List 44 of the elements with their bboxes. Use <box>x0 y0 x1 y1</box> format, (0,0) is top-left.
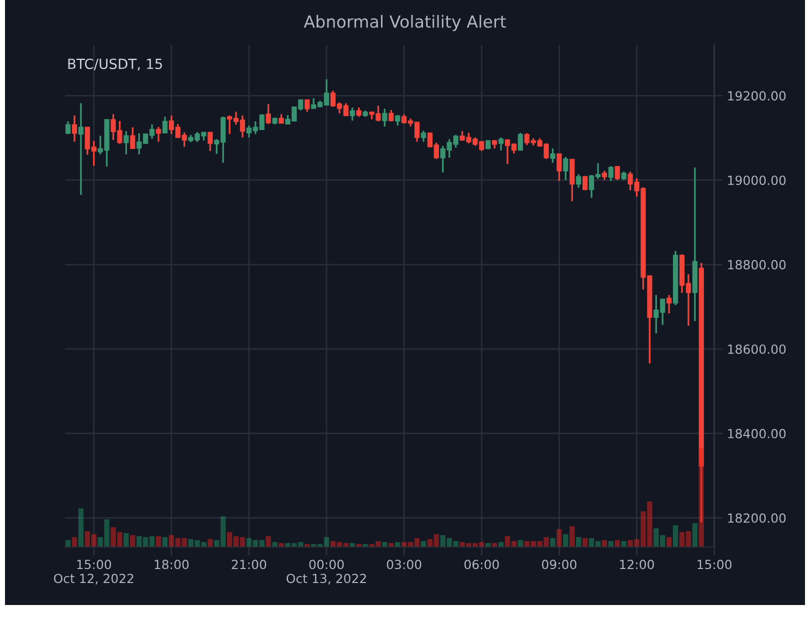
chart-title: Abnormal Volatility Alert <box>304 14 506 32</box>
y-tick-label: 18200.00 <box>728 513 786 523</box>
candlestick <box>78 102 84 196</box>
y-tick-label: 18600.00 <box>728 344 786 354</box>
x-tick-label: 12:00 <box>620 560 654 570</box>
candlestick <box>608 165 614 182</box>
candlestick <box>162 116 168 134</box>
candlestick <box>576 173 582 189</box>
y-tick-label: 19200.00 <box>728 91 786 101</box>
candlestick <box>666 294 672 314</box>
candlestick <box>350 106 355 122</box>
x-tick-label: 06:00 <box>464 560 499 570</box>
candlestick <box>614 165 620 181</box>
x-tick-label: 15:00 Oct 12, 2022 <box>54 560 134 584</box>
candlestick <box>486 139 491 150</box>
candlestick <box>356 106 362 118</box>
candlestick <box>563 156 568 181</box>
candlestick <box>266 103 271 125</box>
candlestick <box>65 120 71 135</box>
candlestick <box>395 114 400 126</box>
x-tick-label: 03:00 <box>386 560 422 570</box>
candlestick <box>518 132 523 152</box>
candlestick <box>556 153 562 182</box>
candlestick <box>420 130 426 143</box>
candlestick <box>156 126 162 143</box>
text: BTC/USDT, 15 <box>68 58 162 71</box>
x-tick-label: 00:00 Oct 13, 2022 <box>286 560 366 584</box>
x-tick-label: 15:00 <box>698 560 732 570</box>
candlestick <box>550 148 556 164</box>
x-tick-label: 21:00 <box>232 560 266 570</box>
candlestick <box>124 130 129 156</box>
candlestick <box>602 170 607 181</box>
candlestick <box>72 114 78 143</box>
candlestick <box>208 132 213 152</box>
candlestick <box>304 98 310 113</box>
candlestick <box>382 108 388 128</box>
y-tick-label: 18800.00 <box>728 260 786 270</box>
x-tick-label: 18:00 <box>154 560 189 570</box>
y-tick-label: 19000.00 <box>728 176 786 186</box>
x-tick-label: 09:00 <box>542 560 576 570</box>
candlestick <box>130 126 136 150</box>
candlestick <box>388 109 394 122</box>
y-tick-label: 18400.00 <box>728 428 786 438</box>
candlestick <box>498 136 504 152</box>
